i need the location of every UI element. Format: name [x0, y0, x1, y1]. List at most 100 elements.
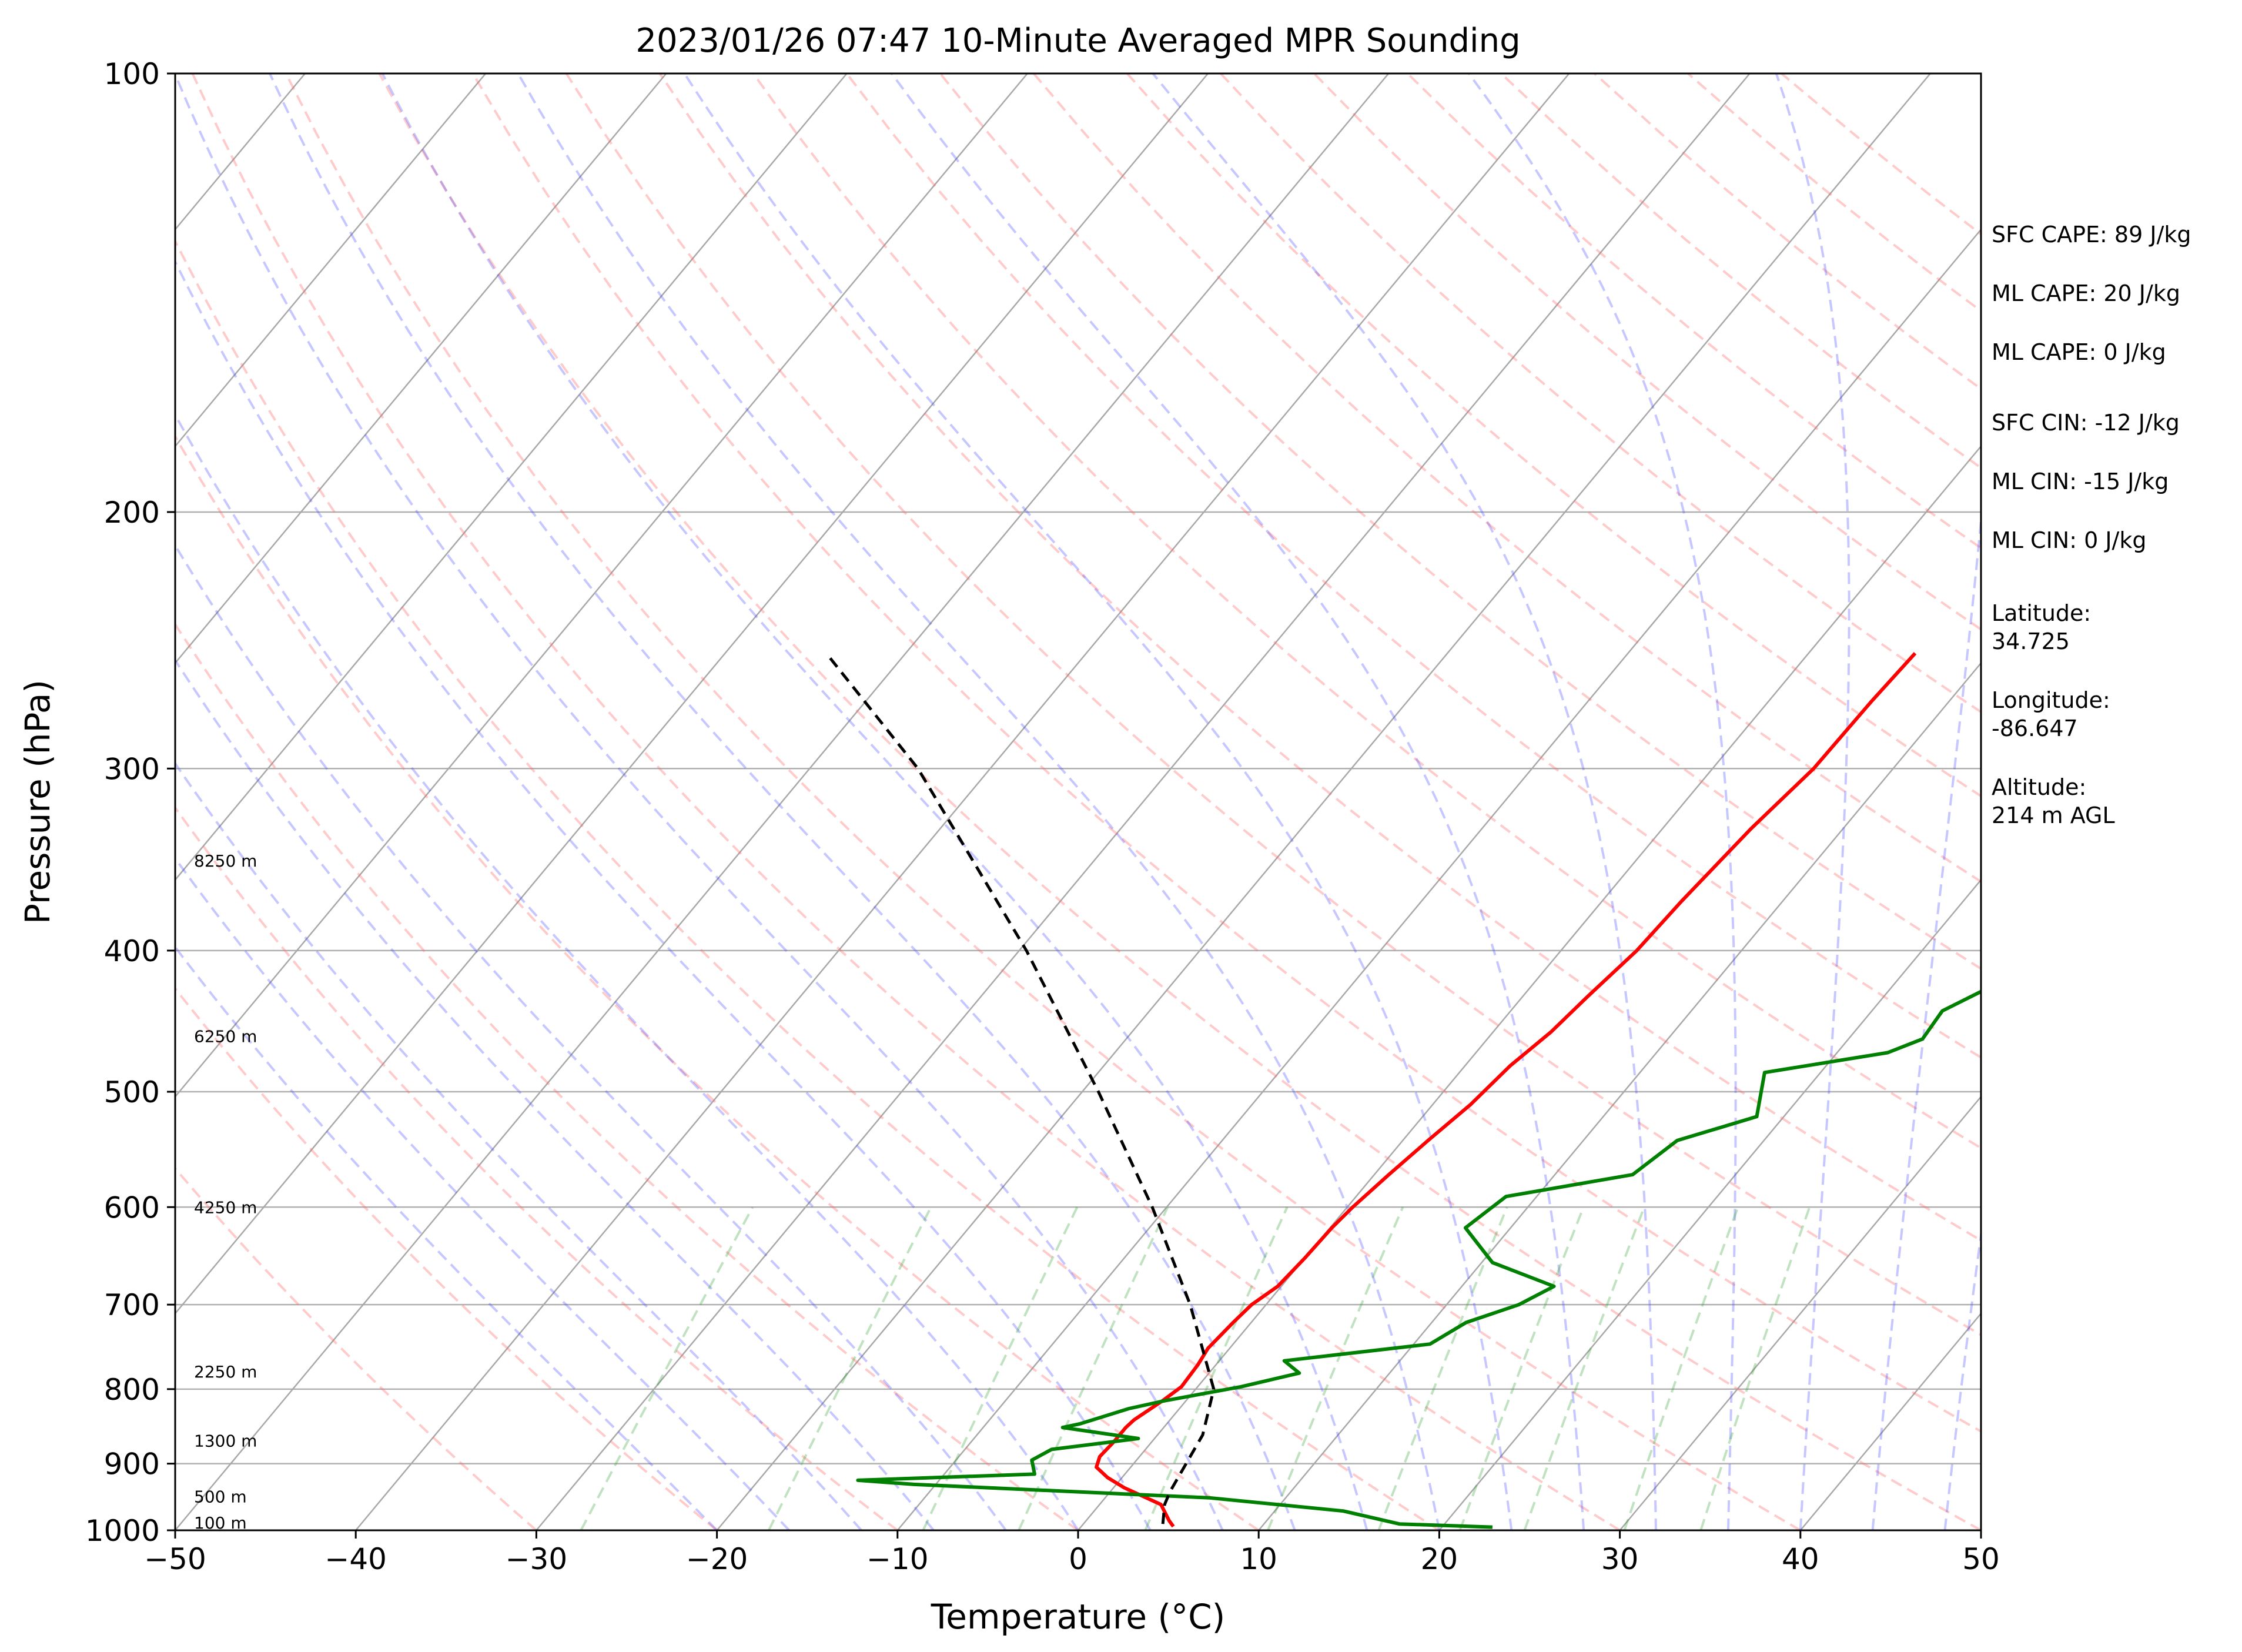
isotherm — [175, 73, 487, 448]
isotherm — [716, 73, 1931, 1530]
dry-adiabat — [175, 239, 1440, 1530]
moist-adiabat — [1871, 509, 1981, 1530]
moist-adiabat — [683, 73, 1513, 1530]
isotherm — [536, 73, 1751, 1530]
annotation-text: -86.647 — [1992, 715, 2078, 741]
moist-adiabat — [175, 658, 935, 1530]
height-label: 6250 m — [194, 1027, 257, 1046]
moist-adiabat — [1775, 73, 1851, 1530]
moist-adiabat — [1468, 73, 1737, 1530]
temperature-profile — [1095, 652, 1917, 1528]
moist-adiabat — [381, 73, 1368, 1530]
height-label: 8250 m — [194, 851, 257, 871]
isotherm — [175, 73, 1390, 1530]
annotation-text: SFC CAPE: 89 J/kg — [1992, 222, 2191, 248]
x-tick-label: 20 — [1421, 1542, 1458, 1576]
x-tick-label: −50 — [144, 1542, 206, 1576]
moist-adiabat — [175, 945, 718, 1530]
mixing-ratio-line — [1623, 1206, 1739, 1530]
moist-adiabat — [175, 543, 1007, 1530]
isotherm — [1258, 661, 1981, 1530]
isotherm — [175, 73, 667, 664]
y-axis-label: Pressure (hPa) — [18, 680, 58, 924]
dry-adiabat — [175, 805, 899, 1530]
chart-title: 2023/01/26 07:47 10-Minute Averaged MPR … — [635, 22, 1520, 60]
annotation-text: Longitude: — [1992, 687, 2110, 713]
y-tick-label: 400 — [104, 934, 160, 968]
moist-adiabat — [891, 73, 1585, 1530]
dry-adiabat — [175, 434, 1260, 1530]
annotation-text: ML CAPE: 20 J/kg — [1992, 280, 2180, 306]
moist-adiabat — [269, 73, 1296, 1530]
annotation-text: ML CAPE: 0 J/kg — [1992, 339, 2166, 365]
dry-adiabat — [1032, 73, 1981, 883]
annotation-text: ML CIN: 0 J/kg — [1992, 527, 2146, 553]
y-tick-label: 200 — [104, 496, 160, 530]
y-tick-label: 700 — [104, 1288, 160, 1322]
dewpoint-profile — [856, 989, 1981, 1529]
dry-adiabat — [939, 73, 1981, 971]
y-tick-label: 100 — [104, 57, 160, 91]
moist-adiabat — [175, 856, 790, 1530]
y-tick-label: 1000 — [85, 1514, 160, 1548]
x-tick-label: −10 — [866, 1542, 929, 1576]
height-label: 2250 m — [194, 1362, 257, 1382]
height-label: 1300 m — [194, 1432, 257, 1451]
annotation-text: 34.725 — [1992, 628, 2070, 654]
moist-adiabat — [175, 73, 1224, 1530]
plot-area — [175, 73, 1981, 1530]
x-tick-label: 30 — [1601, 1542, 1639, 1576]
isotherm — [355, 73, 1570, 1530]
mixing-ratio-line — [1458, 1206, 1585, 1530]
isotherm — [175, 73, 1028, 1098]
mixing-ratio-line — [1018, 1206, 1169, 1530]
isotherm — [1619, 1095, 1981, 1530]
dry-adiabat — [565, 73, 1981, 1336]
dry-adiabat — [471, 73, 1981, 1433]
annotation-text: Altitude: — [1992, 774, 2086, 800]
mixing-ratio-line — [1523, 1206, 1645, 1530]
height-label: 500 m — [194, 1487, 247, 1507]
y-tick-label: 800 — [104, 1373, 160, 1407]
annotation-text: ML CIN: -15 J/kg — [1992, 469, 2169, 494]
mixing-ratio-line — [1267, 1206, 1404, 1530]
moist-adiabat — [175, 412, 1079, 1530]
x-tick-label: −30 — [506, 1542, 568, 1576]
y-tick-label: 600 — [104, 1190, 160, 1225]
dry-adiabat — [191, 73, 1621, 1530]
isotherm — [1438, 878, 1981, 1530]
isotherm — [896, 228, 1981, 1530]
mixing-ratio-line — [1377, 1206, 1508, 1530]
dry-adiabat — [378, 73, 1981, 1530]
background-reference-lines — [175, 73, 1981, 1530]
isotherm — [175, 73, 1209, 1315]
dry-adiabat — [175, 1166, 537, 1530]
y-axis-ticks: 100 200 300 400 500 600 700 800 900 1000 — [85, 57, 175, 1548]
mixing-ratio-line — [1144, 1206, 1289, 1530]
mixing-ratio-line — [1699, 1206, 1811, 1530]
dry-adiabat — [845, 73, 1981, 1059]
moist-adiabat — [1152, 73, 1657, 1530]
x-axis-ticks: −50 −40 −30 −20 −10 0 10 20 30 40 50 — [144, 1530, 2000, 1576]
x-axis-label: Temperature (°C) — [931, 1597, 1226, 1637]
x-tick-label: 10 — [1240, 1542, 1277, 1576]
x-tick-label: 0 — [1069, 1542, 1087, 1576]
dry-adiabat — [285, 73, 1801, 1530]
dry-adiabat — [175, 986, 718, 1530]
y-tick-label: 500 — [104, 1075, 160, 1109]
mixing-ratio-line — [922, 1206, 1079, 1530]
dry-adiabat — [658, 73, 1981, 1242]
annotation-text: SFC CIN: -12 J/kg — [1992, 410, 2180, 436]
sounding-profiles — [825, 652, 1981, 1529]
y-tick-label: 900 — [104, 1447, 160, 1482]
isotherm — [1078, 445, 1981, 1530]
isotherm — [175, 73, 848, 881]
height-label: 4250 m — [194, 1198, 257, 1217]
annotation-panel: SFC CAPE: 89 J/kg ML CAPE: 20 J/kg ML CAPE… — [1992, 222, 2191, 828]
y-tick-label: 300 — [104, 752, 160, 786]
moist-adiabat — [175, 259, 1152, 1530]
parcel-profile — [825, 652, 1216, 1524]
x-tick-label: −20 — [686, 1542, 748, 1576]
dry-adiabat — [175, 622, 1079, 1530]
